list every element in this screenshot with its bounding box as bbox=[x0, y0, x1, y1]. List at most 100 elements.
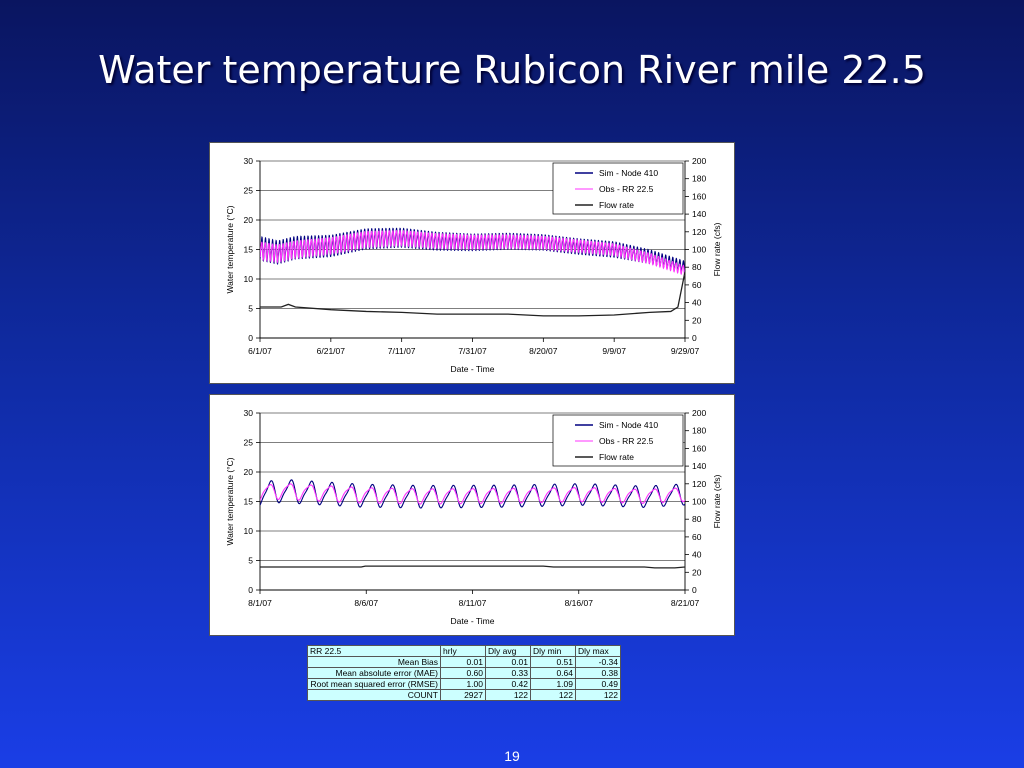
x-tick-label: 8/20/07 bbox=[529, 346, 558, 356]
y2-tick-label: 0 bbox=[692, 585, 697, 595]
x-tick-label: 8/6/07 bbox=[354, 598, 378, 608]
y2-tick-label: 60 bbox=[692, 532, 702, 542]
series-line-flow bbox=[260, 565, 685, 569]
stats-row: Mean absolute error (MAE) 0.60 0.33 0.64 0.3… bbox=[307, 667, 621, 679]
stats-header-cell: Dly max bbox=[575, 645, 621, 657]
stats-cell: 1.00 bbox=[440, 678, 486, 690]
series-line-obs bbox=[260, 483, 685, 505]
y-axis-label: Water temperature (°C) bbox=[225, 205, 235, 293]
stats-header-cell: Dly min bbox=[530, 645, 576, 657]
y2-tick-label: 180 bbox=[692, 174, 706, 184]
y2-tick-label: 20 bbox=[692, 567, 702, 577]
y-tick-label: 10 bbox=[244, 526, 254, 536]
y-tick-label: 15 bbox=[244, 245, 254, 255]
x-tick-label: 8/21/07 bbox=[671, 598, 700, 608]
y2-axis-label: Flow rate (cfs) bbox=[712, 222, 722, 276]
stats-cell: -0.34 bbox=[575, 656, 621, 668]
stats-cell: 1.09 bbox=[530, 678, 576, 690]
y-tick-label: 30 bbox=[244, 156, 254, 166]
y2-axis-label: Flow rate (cfs) bbox=[712, 474, 722, 528]
y-tick-label: 15 bbox=[244, 497, 254, 507]
y2-tick-label: 60 bbox=[692, 280, 702, 290]
stats-cell: 122 bbox=[575, 689, 621, 701]
stats-cell: 122 bbox=[485, 689, 531, 701]
y-tick-label: 25 bbox=[244, 438, 254, 448]
august-chart-svg: 0 5 10 15 20 25 30 0 20 40 60 80 100 120 140 160 180 200 8… bbox=[225, 408, 722, 626]
series-line-obs bbox=[260, 229, 685, 277]
y-axis-label: Water temperature (°C) bbox=[225, 457, 235, 545]
x-tick-label: 6/21/07 bbox=[317, 346, 346, 356]
y-tick-label: 30 bbox=[244, 408, 254, 418]
stats-cell: 0.64 bbox=[530, 667, 576, 679]
season-chart-svg: 0 5 10 15 20 25 30 0 20 40 60 80 100 120 140 160 180 200 6… bbox=[225, 156, 722, 374]
stats-header-row: RR 22.5 hrly Dly avg Dly min Dly max bbox=[307, 645, 621, 657]
page-number: 19 bbox=[504, 748, 520, 764]
y-tick-label: 10 bbox=[244, 274, 254, 284]
y2-tick-label: 0 bbox=[692, 333, 697, 343]
y2-tick-label: 20 bbox=[692, 315, 702, 325]
y2-tick-label: 180 bbox=[692, 426, 706, 436]
y-tick-label: 25 bbox=[244, 186, 254, 196]
stats-header-cell: hrly bbox=[440, 645, 486, 657]
legend-label: Flow rate bbox=[599, 200, 634, 210]
y2-tick-label: 160 bbox=[692, 191, 706, 201]
x-tick-label: 7/31/07 bbox=[458, 346, 487, 356]
x-tick-label: 7/11/07 bbox=[388, 346, 416, 356]
stats-cell: 0.33 bbox=[485, 667, 531, 679]
y2-tick-label: 40 bbox=[692, 550, 702, 560]
stats-row-label: Mean absolute error (MAE) bbox=[307, 667, 441, 679]
stats-row: COUNT 2927 122 122 122 bbox=[307, 689, 621, 701]
series-line-flow bbox=[260, 271, 685, 317]
y2-tick-label: 200 bbox=[692, 156, 706, 166]
stats-cell: 0.01 bbox=[440, 656, 486, 668]
y-tick-label: 20 bbox=[244, 215, 254, 225]
stats-cell: 0.01 bbox=[485, 656, 531, 668]
y2-tick-label: 140 bbox=[692, 461, 706, 471]
legend-label: Obs - RR 22.5 bbox=[599, 436, 654, 446]
y-tick-label: 5 bbox=[248, 556, 253, 566]
x-axis-label: Date - Time bbox=[451, 616, 495, 626]
slide-title: Water temperature Rubicon River mile 22.… bbox=[98, 48, 926, 92]
y2-tick-label: 200 bbox=[692, 408, 706, 418]
stats-cell: 0.60 bbox=[440, 667, 486, 679]
stats-row: Mean Bias 0.01 0.01 0.51 -0.34 bbox=[307, 656, 621, 668]
stats-cell: 0.38 bbox=[575, 667, 621, 679]
series-line-sim bbox=[260, 227, 685, 274]
stats-row-label: COUNT bbox=[307, 689, 441, 701]
legend-box bbox=[552, 414, 684, 467]
legend-label: Obs - RR 22.5 bbox=[599, 184, 654, 194]
y2-tick-label: 100 bbox=[692, 497, 706, 507]
y-tick-label: 0 bbox=[248, 333, 253, 343]
stats-row-label: Mean Bias bbox=[307, 656, 441, 668]
y-tick-label: 20 bbox=[244, 467, 254, 477]
stats-header-cell: Dly avg bbox=[485, 645, 531, 657]
y2-tick-label: 160 bbox=[692, 443, 706, 453]
y-tick-label: 0 bbox=[248, 585, 253, 595]
y2-tick-label: 100 bbox=[692, 245, 706, 255]
legend-label: Flow rate bbox=[599, 452, 634, 462]
y2-tick-label: 80 bbox=[692, 514, 702, 524]
y2-tick-label: 40 bbox=[692, 298, 702, 308]
x-axis-label: Date - Time bbox=[451, 364, 495, 374]
stats-row: Root mean squared error (RMSE) 1.00 0.42 1.… bbox=[307, 678, 621, 690]
stats-cell: 0.42 bbox=[485, 678, 531, 690]
stats-cell: 0.51 bbox=[530, 656, 576, 668]
stats-cell: 2927 bbox=[440, 689, 486, 701]
x-tick-label: 9/9/07 bbox=[602, 346, 626, 356]
x-tick-label: 8/1/07 bbox=[248, 598, 272, 608]
stats-header-cell: RR 22.5 bbox=[307, 645, 441, 657]
stats-cell: 0.49 bbox=[575, 678, 621, 690]
legend-label: Sim - Node 410 bbox=[599, 420, 658, 430]
season-temperature-chart: 0 5 10 15 20 25 30 0 20 40 60 80 100 120 140 160 180 200 6… bbox=[209, 142, 735, 384]
legend-label: Sim - Node 410 bbox=[599, 168, 658, 178]
y-tick-label: 5 bbox=[248, 304, 253, 314]
series-line-sim bbox=[260, 479, 685, 509]
y2-tick-label: 80 bbox=[692, 262, 702, 272]
stats-row-label: Root mean squared error (RMSE) bbox=[307, 678, 441, 690]
x-tick-label: 8/11/07 bbox=[459, 598, 487, 608]
x-tick-label: 9/29/07 bbox=[671, 346, 700, 356]
legend-box bbox=[552, 162, 684, 215]
stats-cell: 122 bbox=[530, 689, 576, 701]
y2-tick-label: 120 bbox=[692, 227, 706, 237]
stats-table: RR 22.5 hrly Dly avg Dly min Dly max Mean Bia… bbox=[307, 645, 621, 701]
